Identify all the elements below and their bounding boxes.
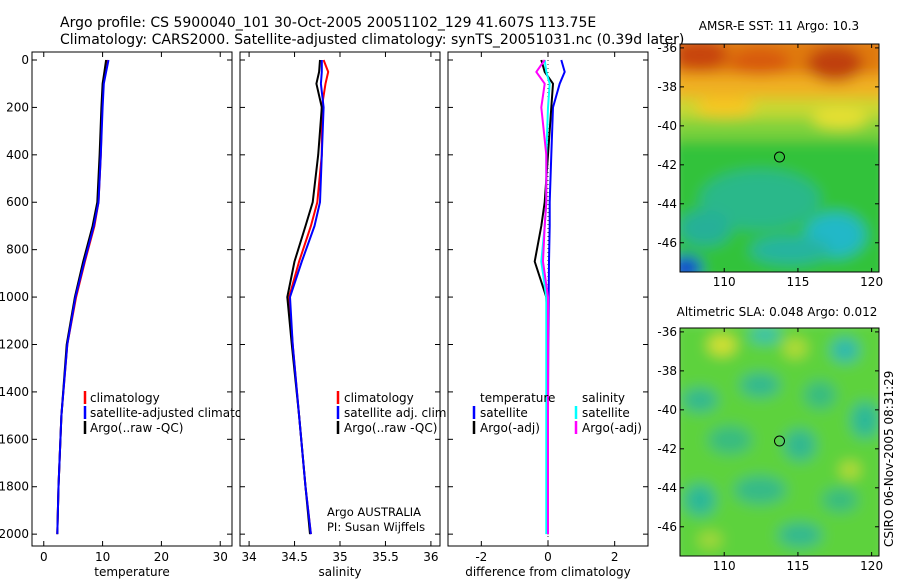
legend-temp-satellite-label: satellite <box>480 406 528 420</box>
legend-climatology-label: climatology <box>90 391 160 405</box>
series-line-satellite-adj-clim <box>289 60 325 535</box>
series-line-satellite-adjusted-climatology <box>56 59 110 535</box>
timestamp-stamp: CSIRO 06-Nov-2005 08:31:29 <box>882 371 896 547</box>
x-tick-label: -2 <box>475 550 487 564</box>
y-tick-label: 1200 <box>0 337 29 351</box>
sla-argo-location-marker <box>774 435 785 447</box>
map-y-tick-label: -40 <box>657 403 677 417</box>
map-x-tick-label: 115 <box>786 275 809 289</box>
map-x-tick-label: 120 <box>860 559 883 573</box>
x-tick-label: 0 <box>40 550 48 564</box>
y-tick-label: 1600 <box>0 432 29 446</box>
map-y-tick-label: -46 <box>657 236 677 250</box>
map-y-tick-label: -42 <box>657 442 677 456</box>
legend-temperature-title: temperature <box>480 391 555 405</box>
salinity-xlabel: salinity <box>318 565 361 579</box>
map-x-tick-label: 110 <box>713 559 736 573</box>
sla-map-panel: Altimetric SLA: 0.048 Argo: 0.012 <box>657 305 883 573</box>
map-y-tick-label: -46 <box>657 520 677 534</box>
salinity-legend: climatology satellite adj. clim. Argo(..… <box>336 391 450 435</box>
credit-line2: PI: Susan Wijffels <box>327 520 425 534</box>
y-tick-label: 1400 <box>0 385 29 399</box>
sla-map-frame <box>679 327 880 557</box>
salinity-panel: 34 34.5 35 35.5 36 salinity climatology sate… <box>239 51 450 579</box>
map-y-tick-label: -42 <box>657 158 677 172</box>
sst-map-frame <box>679 43 880 273</box>
map-y-tick-label: -36 <box>657 41 677 55</box>
x-tick-label: 10 <box>95 550 110 564</box>
legend-climatology-label: climatology <box>344 391 414 405</box>
y-tick-label: 600 <box>6 195 29 209</box>
legend-temp-argo-label: Argo(-adj) <box>480 421 540 435</box>
legend-salinity-title: salinity <box>582 391 625 405</box>
legend-sal-satellite-label: satellite <box>582 406 630 420</box>
salinity-axes-frame <box>239 51 441 547</box>
x-tick-label: 0 <box>544 550 552 564</box>
map-y-tick-label: -38 <box>657 364 677 378</box>
legend-satellite-label: satellite adj. clim. <box>344 406 450 420</box>
x-tick-label: 34 <box>241 550 256 564</box>
y-tick-label: 800 <box>6 243 29 257</box>
y-tick-label: 0 <box>21 53 29 67</box>
legend-argo-label: Argo(..raw -QC) <box>344 421 437 435</box>
y-tick-label: 1000 <box>0 290 29 304</box>
sst-map-title: AMSR-E SST: 11 Argo: 10.3 <box>699 19 859 33</box>
header-line1: Argo profile: CS 5900040_101 30-Oct-2005… <box>60 15 596 31</box>
sla-map-title: Altimetric SLA: 0.048 Argo: 0.012 <box>677 305 878 319</box>
map-x-tick-label: 110 <box>713 275 736 289</box>
legend-satellite-label: satellite-adjusted climatology <box>90 406 268 420</box>
legend-sal-argo-label: Argo(-adj) <box>582 421 642 435</box>
map-y-tick-label: -44 <box>657 481 677 495</box>
x-tick-label: 30 <box>213 550 228 564</box>
difference-legend: temperature satellite Argo(-adj) salinit… <box>472 391 642 435</box>
header-line2: Climatology: CARS2000. Satellite-adjuste… <box>60 32 684 48</box>
x-tick-label: 35 <box>332 550 347 564</box>
map-x-tick-label: 120 <box>860 275 883 289</box>
legend-argo-label: Argo(..raw -QC) <box>90 421 183 435</box>
sst-argo-location-marker <box>774 151 785 163</box>
x-tick-label: 34.5 <box>281 550 308 564</box>
sst-map-panel: AMSR-E SST: 11 Argo: 10.3 110 11 <box>657 19 883 289</box>
x-tick-label: 20 <box>154 550 169 564</box>
sst-field <box>680 44 879 272</box>
y-tick-label: 1800 <box>0 480 29 494</box>
difference-panel: -2 0 2 difference from climatology tempera… <box>447 51 649 579</box>
x-tick-label: 2 <box>611 550 619 564</box>
map-x-tick-label: 115 <box>786 559 809 573</box>
y-tick-label: 400 <box>6 148 29 162</box>
map-y-tick-label: -44 <box>657 197 677 211</box>
x-tick-label: 35.5 <box>372 550 399 564</box>
y-tick-label: 2000 <box>0 527 29 541</box>
temperature-axes-frame <box>31 51 233 547</box>
temperature-panel: 0 10 20 30 0 200 400 600 800 1000 1200 1400 1600 1800… <box>0 51 268 579</box>
map-y-tick-label: -36 <box>657 325 677 339</box>
map-y-tick-label: -38 <box>657 80 677 94</box>
temperature-xlabel: temperature <box>94 565 169 579</box>
credit-line1: Argo AUSTRALIA <box>327 505 421 519</box>
y-tick-label: 200 <box>6 100 29 114</box>
sla-field <box>680 328 879 556</box>
difference-xlabel: difference from climatology <box>465 565 631 579</box>
series-line-salinity-argo-adj <box>535 59 549 535</box>
x-tick-label: 36 <box>423 550 438 564</box>
map-y-tick-label: -40 <box>657 119 677 133</box>
temperature-legend: climatology satellite-adjusted climatolo… <box>83 391 268 435</box>
